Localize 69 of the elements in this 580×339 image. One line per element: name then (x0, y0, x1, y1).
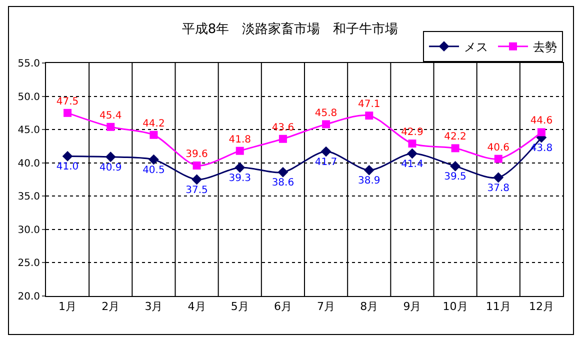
x-tick-label: 6月 (274, 300, 292, 314)
point (537, 128, 546, 136)
data-label: 40.5 (142, 165, 165, 176)
point (62, 151, 73, 162)
text: 40.0 (18, 158, 40, 170)
x-tick-label: 12月 (528, 300, 554, 314)
x-tick-label: 4月 (188, 300, 206, 314)
data-label: 47.1 (358, 99, 380, 110)
point (320, 146, 332, 157)
x-tick-label: 1月 (58, 300, 77, 314)
data-label: 42.2 (444, 132, 466, 143)
point (192, 162, 201, 170)
data-label: 39.6 (186, 149, 208, 160)
point (150, 130, 158, 139)
data-label: 37.5 (186, 185, 208, 196)
text: 30.0 (18, 224, 40, 236)
data-label: 40.9 (99, 162, 122, 174)
data-label: 40.6 (487, 142, 510, 154)
point (105, 152, 116, 162)
text: 35.0 (18, 192, 40, 203)
point (322, 120, 330, 128)
data-label: 47.5 (56, 96, 79, 108)
x-tick-label: 3月 (144, 300, 163, 314)
x-tick-label: 10月 (442, 300, 468, 314)
point (407, 148, 418, 159)
data-label: 43.6 (272, 122, 294, 134)
text: 25.0 (18, 258, 40, 270)
data-label: 41.7 (314, 157, 338, 168)
point (494, 154, 502, 163)
data-label: 39.5 (444, 172, 466, 183)
point (64, 108, 72, 117)
point (234, 162, 246, 173)
point (106, 122, 115, 131)
data-label: 41.0 (56, 162, 79, 173)
data-label: 39.3 (228, 173, 252, 184)
x-tick-label: 11月 (486, 300, 511, 314)
text: 55.0 (18, 58, 40, 70)
chart-title: 平成8年 淡路家畜市場 和子牛市場 (182, 20, 398, 37)
x-tick-label: 7月 (317, 300, 336, 314)
data-label: 44.2 (142, 118, 165, 130)
point (364, 164, 374, 176)
point (493, 172, 504, 183)
legend-label: メス (464, 40, 488, 54)
data-label: 44.6 (530, 116, 553, 127)
data-label: 38.9 (358, 176, 380, 187)
x-tick-label: 9月 (403, 300, 422, 314)
legend-label: 去勢 (533, 40, 557, 54)
data-label: 42.9 (401, 127, 424, 138)
text: 20.0 (18, 292, 40, 302)
data-label: 45.4 (99, 110, 122, 122)
x-tick-label: 8月 (360, 300, 378, 314)
data-label: 41.4 (401, 159, 424, 170)
point (365, 112, 374, 120)
point (451, 144, 460, 152)
text: 50.0 (18, 92, 40, 103)
data-label: 38.6 (272, 178, 294, 189)
point (236, 146, 244, 155)
data-label: 41.8 (228, 134, 252, 146)
data-label: 45.8 (314, 108, 338, 119)
point (148, 154, 159, 165)
point (278, 134, 287, 143)
x-tick-label: 5月 (230, 300, 249, 314)
point (408, 140, 416, 148)
point (278, 166, 288, 178)
data-label: 37.8 (487, 183, 510, 194)
point (450, 160, 460, 172)
text: 45.0 (18, 125, 40, 136)
x-tick-label: 2月 (102, 300, 120, 314)
point (192, 174, 202, 185)
